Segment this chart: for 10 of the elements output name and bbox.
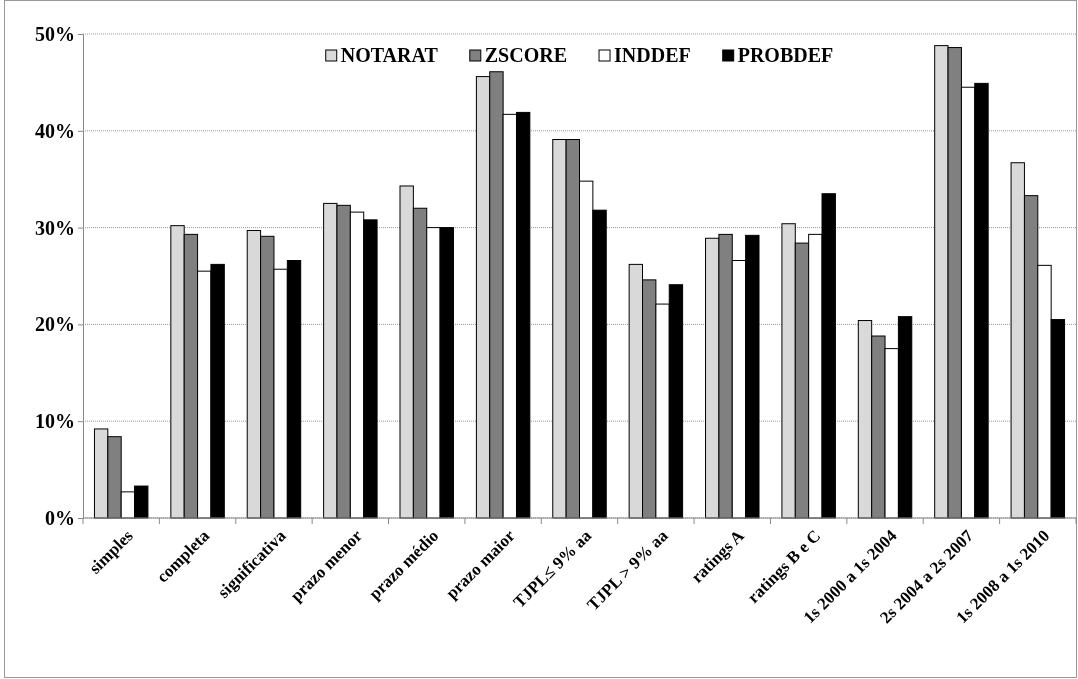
- legend-label: ZSCORE: [484, 44, 568, 66]
- legend-label: NOTARAT: [340, 44, 439, 66]
- y-tick-label: 10%: [35, 410, 75, 433]
- y-tick-label: 0%: [45, 506, 75, 529]
- y-tick-label: 40%: [35, 119, 75, 142]
- legend-label: PROBDEF: [737, 44, 834, 66]
- legend-label: INDDEF: [614, 44, 691, 66]
- y-tick-label: 50%: [35, 22, 75, 45]
- y-tick-label: 20%: [35, 313, 75, 336]
- y-tick-label: 30%: [35, 216, 75, 239]
